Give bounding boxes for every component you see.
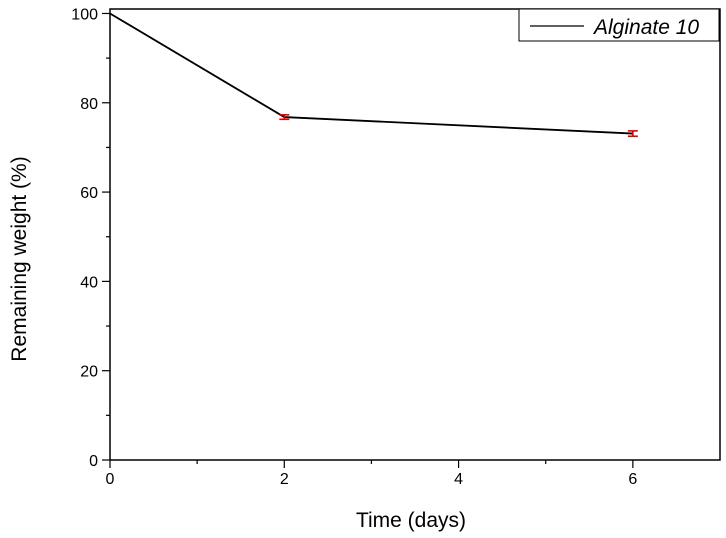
error-bar xyxy=(279,114,290,121)
y-tick-label: 20 xyxy=(80,364,98,381)
legend-box xyxy=(518,8,720,42)
y-tick-label: 60 xyxy=(80,185,98,202)
error-bar xyxy=(627,130,638,138)
x-axis-title: Time (days) xyxy=(356,509,466,532)
plot-frame xyxy=(109,8,721,461)
y-axis-title: Remaining weight (%) xyxy=(8,156,31,361)
legend: Alginate 10 xyxy=(518,8,720,42)
y-tick-label: 100 xyxy=(71,6,98,23)
x-tick-label: 0 xyxy=(106,471,115,488)
x-tick-label: 6 xyxy=(628,471,637,488)
plot-area xyxy=(109,8,721,461)
x-tick-label: 2 xyxy=(280,471,289,488)
y-tick-label: 0 xyxy=(89,453,98,470)
series-layer xyxy=(109,12,638,138)
legend-label: Alginate 10 xyxy=(592,16,699,39)
x-tick-label: 4 xyxy=(454,471,463,488)
y-tick-label: 80 xyxy=(80,96,98,113)
y-tick-label: 40 xyxy=(80,274,98,291)
